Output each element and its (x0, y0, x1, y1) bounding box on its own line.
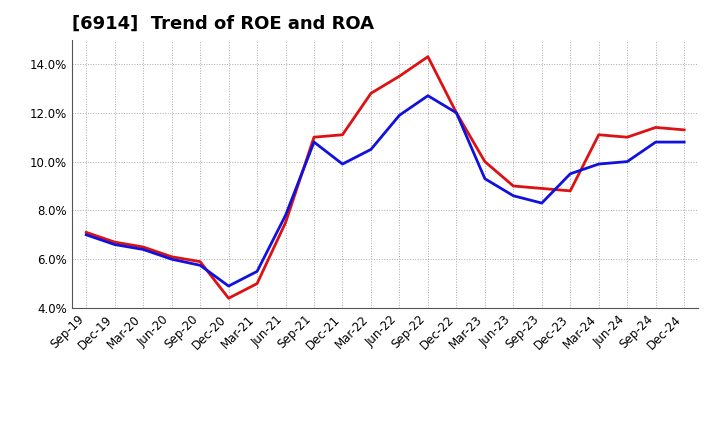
ROE (509, 183, 518, 189)
ROE (82, 230, 91, 235)
ROA (537, 201, 546, 206)
Line: ROE: ROE (86, 57, 684, 298)
ROA (139, 247, 148, 252)
ROA (395, 113, 404, 118)
ROE (282, 220, 290, 225)
ROA (82, 232, 91, 238)
ROA (680, 139, 688, 145)
ROA (253, 269, 261, 274)
ROA (366, 147, 375, 152)
ROE (310, 135, 318, 140)
ROA (167, 257, 176, 262)
ROE (537, 186, 546, 191)
ROE (395, 73, 404, 79)
ROE (366, 91, 375, 96)
Line: ROA: ROA (86, 96, 684, 286)
ROA (509, 193, 518, 198)
ROE (110, 239, 119, 245)
ROE (196, 259, 204, 264)
ROE (167, 254, 176, 260)
ROA (480, 176, 489, 181)
ROA (110, 242, 119, 247)
ROE (480, 159, 489, 164)
ROE (623, 135, 631, 140)
ROA (566, 171, 575, 176)
ROE (423, 54, 432, 59)
ROA (423, 93, 432, 99)
ROA (452, 110, 461, 115)
ROE (566, 188, 575, 194)
ROE (452, 110, 461, 115)
ROE (139, 244, 148, 249)
ROE (680, 127, 688, 132)
ROA (282, 213, 290, 218)
ROA (652, 139, 660, 145)
ROE (595, 132, 603, 137)
ROE (253, 281, 261, 286)
ROA (623, 159, 631, 164)
ROA (338, 161, 347, 167)
ROA (225, 283, 233, 289)
ROE (338, 132, 347, 137)
ROE (225, 296, 233, 301)
Text: [6914]  Trend of ROE and ROA: [6914] Trend of ROE and ROA (72, 15, 374, 33)
ROE (652, 125, 660, 130)
ROA (196, 263, 204, 268)
ROA (595, 161, 603, 167)
ROA (310, 139, 318, 145)
